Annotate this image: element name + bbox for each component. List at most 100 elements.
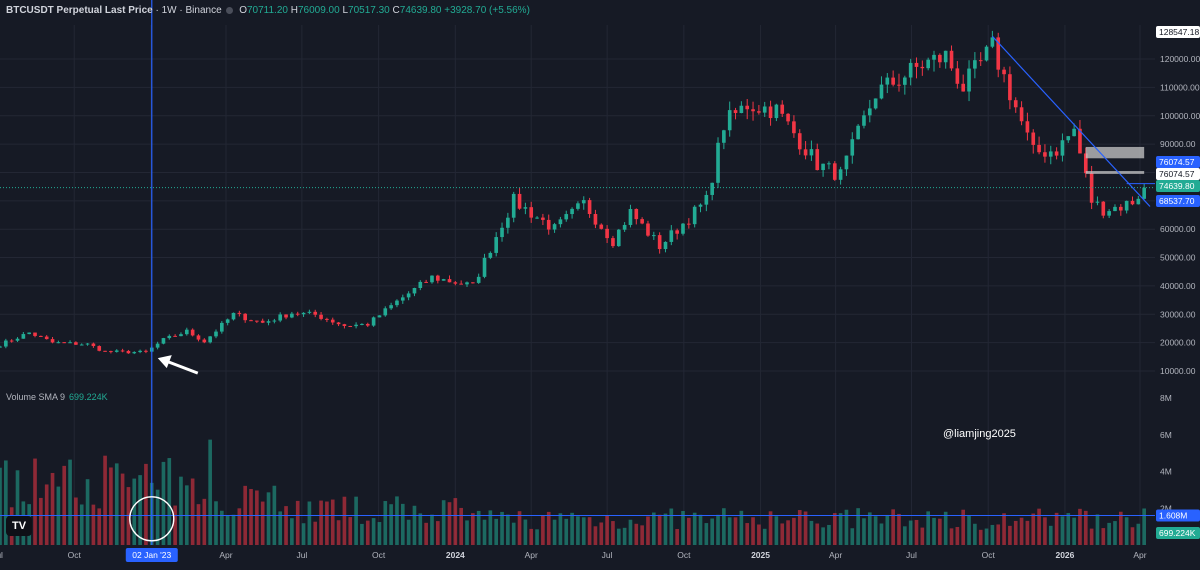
candle xyxy=(593,213,598,225)
candle xyxy=(996,37,1001,70)
ohlc-open: 70711.20 xyxy=(246,5,288,16)
volume-bar xyxy=(634,523,639,545)
volume-bar xyxy=(599,522,604,545)
symbol-name[interactable]: BTCUSDT Perpetual Last Price xyxy=(6,5,153,16)
candle xyxy=(208,336,212,343)
candle xyxy=(570,208,574,215)
volume-bar xyxy=(50,472,55,545)
volume-bar xyxy=(424,522,428,545)
candle xyxy=(255,320,259,322)
volume-bar xyxy=(745,523,750,545)
volume-bar xyxy=(284,506,288,545)
volume-bar xyxy=(1025,520,1030,545)
volume-bar xyxy=(938,518,942,545)
volume-bar xyxy=(821,527,825,545)
volume-bar xyxy=(406,519,411,545)
candle xyxy=(1113,206,1117,212)
candle xyxy=(202,339,207,343)
price-tick-label: 90000.00 xyxy=(1160,139,1196,149)
candle xyxy=(716,142,720,183)
candle xyxy=(342,324,347,327)
candle xyxy=(978,60,983,62)
volume-bar xyxy=(1107,522,1111,545)
volume-bar xyxy=(430,514,434,545)
candle xyxy=(214,331,218,337)
volume-indicator-value: 699.224K xyxy=(69,392,108,402)
candle xyxy=(459,283,463,285)
volume-bar xyxy=(856,508,860,545)
volume-bar xyxy=(955,526,960,545)
volume-bar xyxy=(1031,513,1036,545)
volume-bar xyxy=(418,513,423,545)
volume-bar xyxy=(354,496,358,545)
volume-bar xyxy=(657,514,662,545)
volume-bar xyxy=(511,522,516,545)
candle xyxy=(1043,152,1047,157)
candle xyxy=(1048,151,1053,157)
tradingview-logo-icon[interactable]: TV xyxy=(6,516,32,536)
candle xyxy=(249,320,253,322)
candle xyxy=(529,207,534,218)
volume-bar xyxy=(435,521,440,545)
candle xyxy=(827,163,831,165)
candle xyxy=(587,200,592,214)
volume-bar xyxy=(681,510,685,545)
candle xyxy=(295,313,300,315)
candle xyxy=(109,351,113,353)
interval[interactable]: 1W xyxy=(161,5,177,16)
symbol-header: BTCUSDT Perpetual Last Price · 1W · Bina… xyxy=(6,5,530,16)
candle xyxy=(1019,107,1024,122)
volume-indicator-legend[interactable]: Volume SMA 9 699.224K xyxy=(6,392,108,402)
volume-bar xyxy=(1095,514,1100,545)
time-axis: Jul Oct Apr Jul Oct 2024 Apr Jul Oct 2025 Apr Jul Oc… xyxy=(0,548,1147,562)
price-badge xyxy=(1156,26,1200,38)
candle xyxy=(1136,198,1141,205)
candle xyxy=(237,312,242,314)
volume-bar xyxy=(307,501,312,545)
candle xyxy=(1083,153,1088,174)
volume-bar xyxy=(348,517,353,545)
volume-bar xyxy=(990,524,995,545)
volume-bar xyxy=(506,514,510,545)
candle xyxy=(990,37,995,47)
volume-bar xyxy=(1048,525,1053,545)
volume-bar xyxy=(465,520,469,545)
volume-bar xyxy=(920,527,925,545)
candle xyxy=(897,84,901,86)
candle xyxy=(406,293,411,298)
candle xyxy=(908,62,913,78)
candle xyxy=(943,50,948,63)
volume-bar xyxy=(144,463,148,545)
volume-tick-label: 2M xyxy=(1160,503,1172,513)
volume-bar xyxy=(179,476,183,545)
volume-bar xyxy=(4,460,8,545)
volume-bar xyxy=(15,470,20,545)
volume-bar xyxy=(762,528,767,545)
candle xyxy=(710,182,715,195)
candle xyxy=(1107,211,1111,216)
candle xyxy=(581,200,586,204)
candle xyxy=(856,125,860,140)
volume-bar xyxy=(220,510,224,545)
volume-bar xyxy=(266,492,271,545)
volume-bar xyxy=(319,500,323,545)
volume-bar xyxy=(768,511,773,545)
candle xyxy=(821,163,825,171)
time-tick-label: Oct xyxy=(982,550,996,560)
volume-bar xyxy=(797,510,802,545)
volume-bar xyxy=(1089,528,1094,545)
time-tick-label: Apr xyxy=(219,550,232,560)
candle xyxy=(727,110,732,131)
candle xyxy=(722,130,726,143)
candle xyxy=(1118,206,1123,211)
candle xyxy=(190,329,195,336)
candle xyxy=(511,193,516,218)
candle xyxy=(1054,151,1059,156)
candle xyxy=(891,77,895,85)
volume-bar xyxy=(97,508,102,545)
supply-zone xyxy=(1085,171,1145,174)
ohlc-close: 74639.80 xyxy=(399,5,442,16)
exchange: Binance xyxy=(185,5,222,16)
